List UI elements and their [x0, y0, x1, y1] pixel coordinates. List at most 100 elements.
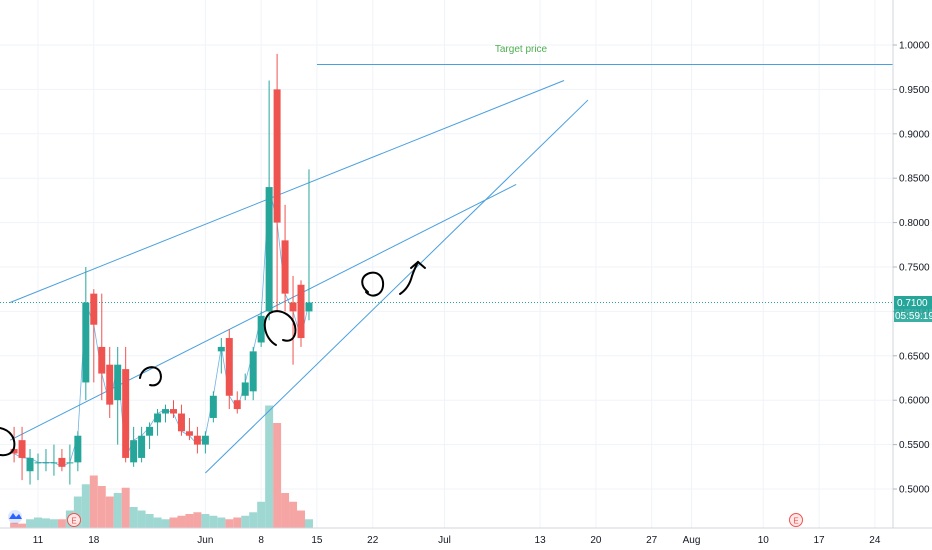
candle-body: [90, 293, 98, 325]
candle-body: [169, 409, 177, 414]
volume-bar: [129, 507, 138, 528]
y-tick-label: 0.9500: [899, 85, 930, 96]
volume-bar: [41, 518, 50, 528]
time-axis[interactable]: 11 18 Jun 8 15 22 Jul 13 20 27 Aug 10 17 24: [33, 535, 881, 546]
x-tick-label: 13: [535, 535, 547, 546]
volume-bar: [153, 517, 162, 528]
volume-bar: [113, 493, 122, 528]
candle-body: [106, 364, 114, 405]
logo-icon-mark: [9, 513, 22, 519]
volume-bar: [273, 423, 282, 528]
x-tick-label: 18: [88, 535, 100, 546]
volume-bar: [57, 519, 66, 528]
x-tick-label: Aug: [683, 535, 701, 546]
volume-bar: [161, 519, 170, 528]
x-tick-label: 17: [813, 535, 825, 546]
countdown-tag-bg: [894, 309, 932, 322]
current-price-tag-bg: [894, 296, 932, 309]
x-tick-label: 22: [367, 535, 379, 546]
y-tick-label: 0.8000: [899, 218, 930, 229]
volume-bar: [217, 517, 226, 528]
x-tick-label: 10: [758, 535, 770, 546]
x-tick-label: Jun: [197, 535, 213, 546]
candle-body: [130, 440, 138, 463]
volume-bar: [297, 510, 306, 528]
y-tick-label: 0.6500: [899, 351, 930, 362]
x-tick-label: Jul: [438, 535, 451, 546]
volume-bar: [97, 486, 106, 528]
volume-bar: [10, 522, 19, 528]
volume-bar: [201, 514, 210, 528]
candle-body: [281, 240, 289, 294]
countdown-tag: 05:59:19: [894, 309, 932, 322]
candle-body: [66, 462, 74, 464]
earnings-icon-circle-2: [789, 513, 803, 527]
trendline: [205, 99, 589, 474]
candle-body: [146, 426, 154, 436]
y-tick-label: 1.0000: [899, 41, 930, 52]
candle-body: [265, 187, 273, 312]
x-tick-label: 24: [869, 535, 881, 546]
volume-bar: [89, 475, 98, 528]
volume-bar: [26, 519, 35, 528]
volume-bar: [289, 501, 298, 528]
candle-body: [162, 409, 170, 414]
candle-body: [26, 457, 34, 472]
annotation-circle: [361, 271, 385, 297]
volume-bar: [73, 496, 82, 528]
candle-body: [233, 400, 241, 410]
candle-body: [257, 315, 265, 343]
candle-body: [42, 462, 50, 464]
volume-bars: [10, 405, 313, 528]
earnings-icon-letter-2: E: [793, 517, 798, 526]
candle-body: [114, 364, 122, 401]
volume-bar: [233, 517, 242, 528]
candle-body: [50, 462, 58, 464]
volume-bar: [241, 515, 250, 528]
candle-body: [185, 431, 193, 436]
volume-bar: [81, 484, 90, 528]
candle-body: [209, 395, 217, 418]
countdown-value: 05:59:19: [895, 311, 932, 322]
volume-bar: [281, 493, 290, 528]
volume-bar: [137, 510, 146, 528]
trendlines: [0, 64, 893, 474]
volume-bar: [145, 514, 154, 528]
candle-body: [297, 284, 305, 339]
volume-bar: [105, 496, 114, 528]
annotation-circle: [0, 427, 16, 457]
volume-bar: [177, 515, 186, 528]
volume-bar: [249, 512, 258, 528]
candlesticks: [10, 53, 313, 485]
annotation-arrowhead: [410, 260, 426, 269]
candle-body: [193, 435, 201, 445]
y-tick-label: 0.6000: [899, 396, 930, 407]
candle-body: [201, 435, 209, 445]
candle-body: [305, 302, 313, 312]
trendline: [9, 183, 517, 441]
volume-bar: [185, 514, 194, 528]
y-tick-label: 0.5500: [899, 440, 930, 451]
volume-bar: [225, 519, 234, 528]
x-tick-label: 15: [311, 535, 323, 546]
candle-body: [225, 338, 233, 396]
logo-icon[interactable]: [8, 510, 22, 524]
earnings-icon-2[interactable]: E: [789, 513, 803, 527]
candle-body: [273, 89, 281, 223]
candle-body: [154, 413, 162, 423]
earnings-icon[interactable]: E: [67, 513, 81, 527]
candle-body: [82, 302, 90, 383]
target-price-label: Target price: [495, 44, 548, 55]
y-tick-label: 0.8500: [899, 174, 930, 185]
volume-bar: [121, 487, 130, 528]
annotation-circle: [139, 366, 162, 387]
candle-body: [138, 435, 146, 458]
candle-body: [217, 346, 225, 352]
candle-body: [74, 435, 82, 463]
current-price-tag: 0.7100: [894, 296, 932, 309]
earnings-icon-circle-1: [67, 513, 81, 527]
candle-body: [122, 369, 130, 458]
volume-bar: [304, 519, 313, 528]
candle-body: [177, 413, 185, 432]
